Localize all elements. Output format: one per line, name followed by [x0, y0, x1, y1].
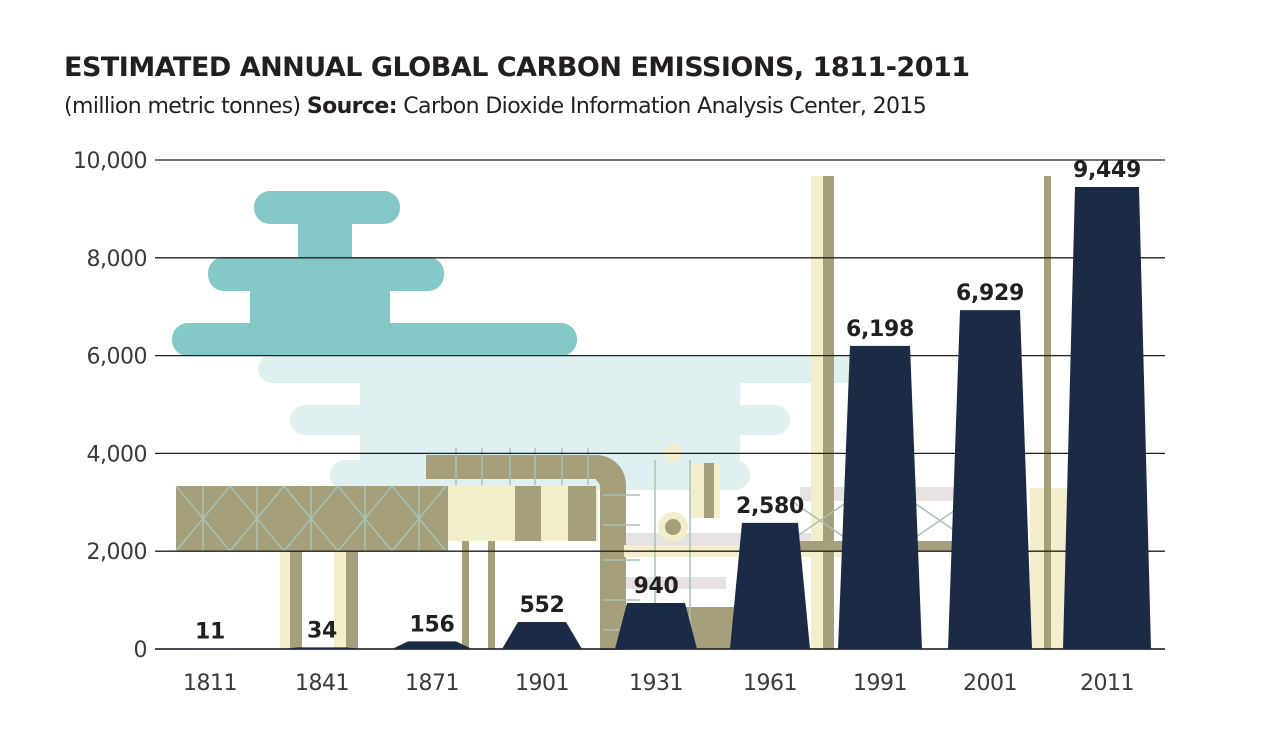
- x-tick-label: 1931: [629, 671, 683, 696]
- light-smoke-cloud: [258, 355, 858, 490]
- y-tick-label: 10,000: [73, 149, 147, 174]
- tall-pole: [823, 176, 834, 649]
- y-tick-label: 0: [134, 638, 148, 663]
- value-label: 9,449: [1073, 158, 1141, 183]
- y-tick-label: 8,000: [87, 247, 147, 272]
- bar: [615, 603, 697, 649]
- value-label: 11: [195, 619, 225, 644]
- dark-cloud-band: [254, 191, 400, 224]
- value-label: 940: [633, 574, 678, 599]
- bar: [1063, 186, 1151, 649]
- y-tick-label: 2,000: [87, 540, 147, 565]
- olive-post: [568, 486, 596, 541]
- factory-illustration: [172, 176, 1068, 650]
- x-tick-label: 1901: [515, 671, 569, 696]
- y-tick-label: 4,000: [87, 442, 147, 467]
- value-label: 6,198: [846, 317, 914, 342]
- subtitle-units: (million metric tonnes): [64, 94, 301, 119]
- y-axis-ticks: 0 2,000 4,000 6,000 8,000 10,000: [73, 149, 147, 663]
- grey-band: [626, 577, 726, 589]
- x-tick-label: 1841: [295, 671, 349, 696]
- truss-bridge: [176, 486, 448, 551]
- chart-subtitle: (million metric tonnes) Source: Carbon D…: [64, 94, 927, 119]
- support-leg: [280, 551, 290, 649]
- bar: [730, 522, 810, 649]
- dark-cloud-band: [172, 323, 577, 356]
- bar: [948, 310, 1032, 649]
- pipe-horizontal: [426, 455, 596, 479]
- y-tick-label: 6,000: [87, 345, 147, 370]
- x-tick-label: 2001: [963, 671, 1017, 696]
- support-leg: [290, 551, 302, 649]
- truss-diagonal: [789, 499, 851, 542]
- value-label: 2,580: [736, 494, 804, 519]
- chart-title: ESTIMATED ANNUAL GLOBAL CARBON EMISSIONS…: [64, 52, 970, 83]
- bars: [170, 186, 1151, 649]
- tall-pole: [1044, 176, 1051, 649]
- value-labels: 11 34 156 552 940 2,580 6,198 6,929 9,449: [195, 158, 1141, 645]
- dark-cloud-neck: [250, 285, 390, 330]
- support-leg: [334, 551, 346, 649]
- bar: [502, 622, 582, 649]
- pulley-inner: [665, 519, 681, 535]
- x-tick-label: 1871: [405, 671, 459, 696]
- olive-tank-stripe: [704, 463, 714, 518]
- x-tick-label: 1811: [183, 671, 237, 696]
- dark-smoke-cloud: [172, 191, 577, 356]
- pipe-elbow: [596, 455, 626, 650]
- olive-post: [515, 486, 541, 541]
- support-leg: [488, 541, 495, 649]
- value-label: 552: [519, 593, 564, 618]
- support-leg: [346, 551, 358, 649]
- dark-cloud-neck: [298, 215, 352, 265]
- value-label: 34: [307, 618, 337, 643]
- value-label: 6,929: [956, 281, 1024, 306]
- bar: [392, 641, 472, 649]
- bar: [282, 647, 362, 649]
- x-tick-label: 2011: [1080, 671, 1134, 696]
- x-tick-label: 1961: [743, 671, 797, 696]
- truss-lines: [175, 485, 447, 552]
- dark-cloud-band: [208, 257, 444, 291]
- subtitle-source: Carbon Dioxide Information Analysis Cent…: [403, 94, 927, 119]
- x-tick-label: 1991: [853, 671, 907, 696]
- subtitle-source-label: Source:: [306, 94, 398, 119]
- x-axis-labels: 1811 1841 1871 1901 1931 1961 1991 2001 2011: [183, 671, 1135, 696]
- support-leg: [462, 541, 469, 649]
- bar: [838, 345, 922, 649]
- tall-pole: [811, 176, 823, 649]
- bar: [170, 648, 250, 649]
- tall-pole: [1044, 488, 1051, 649]
- value-label: 156: [409, 612, 454, 637]
